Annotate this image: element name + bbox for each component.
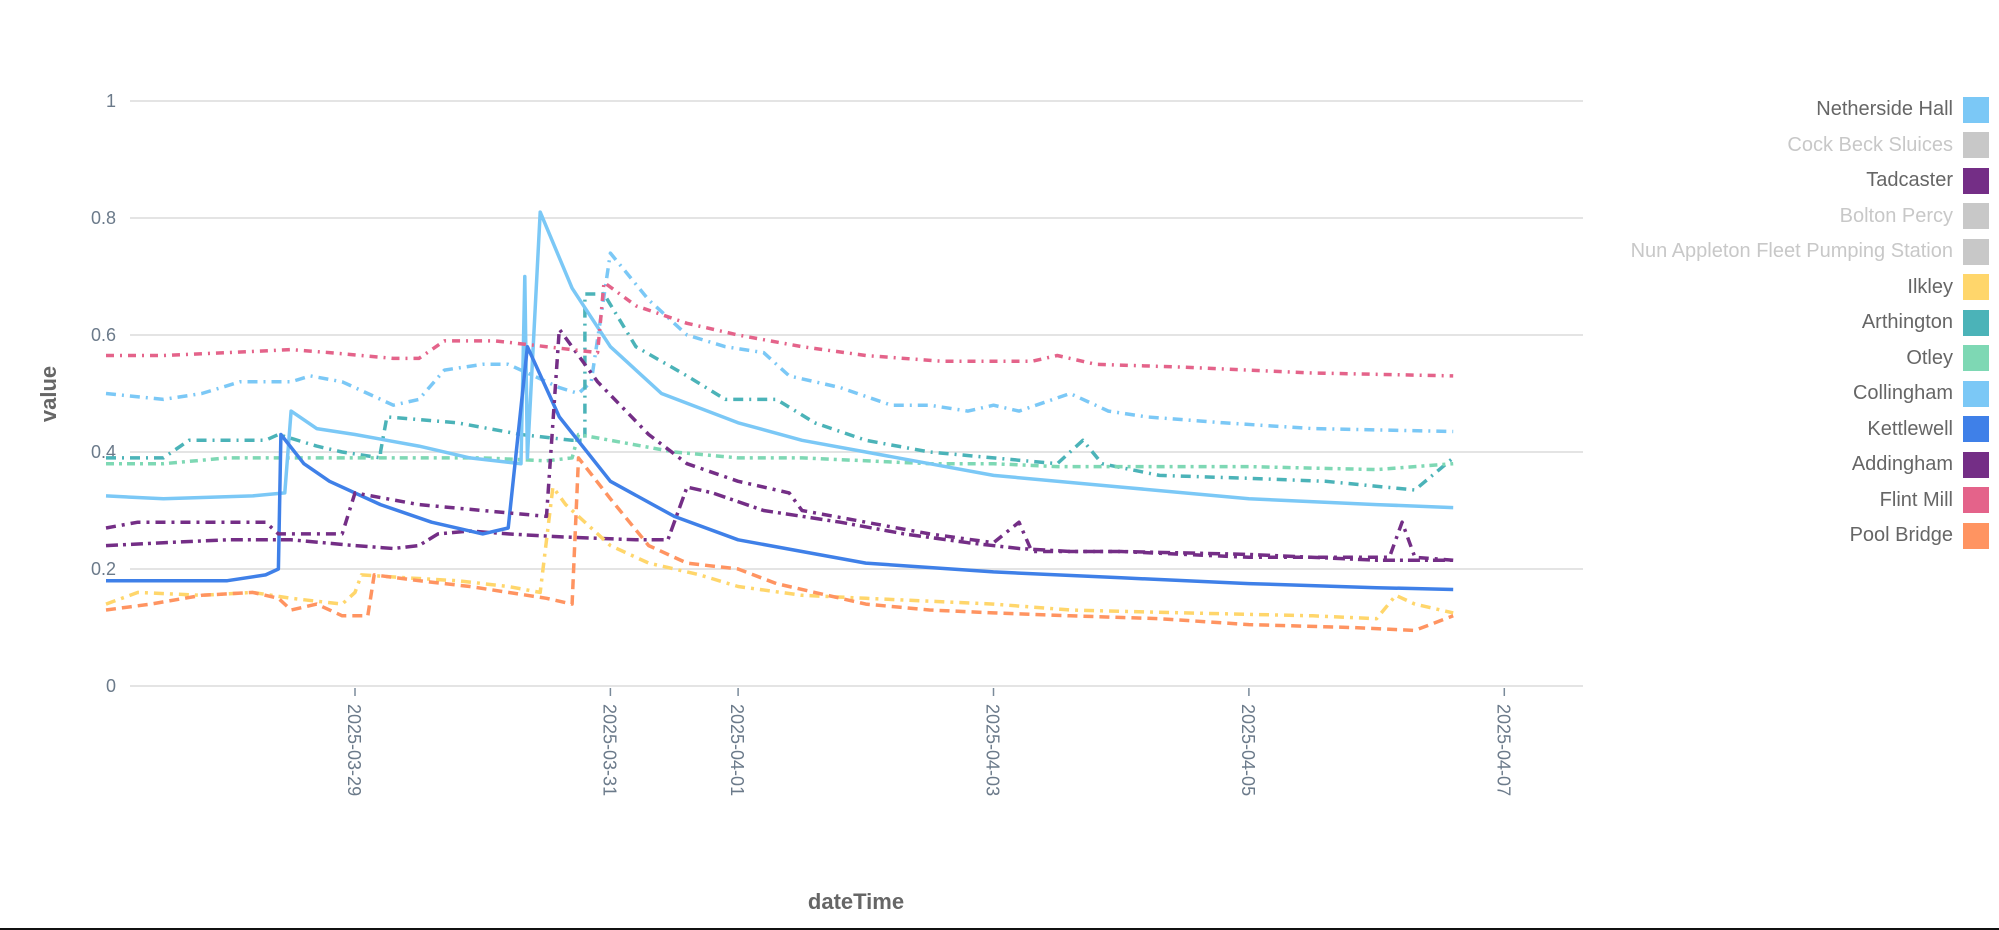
plot-area: 00.20.40.60.81 2025-03-29 2025-03-31 2025-… [36, 91, 1583, 914]
legend-swatch-icon [1963, 167, 1989, 194]
bottom-border [0, 928, 1999, 930]
legend-swatch-icon [1963, 274, 1989, 301]
x-tick-label: 2025-04-01 [727, 704, 747, 796]
series-line-netherside-hall[interactable] [105, 251, 1454, 434]
legend-item-arthington[interactable]: Arthington [1549, 305, 1989, 341]
y-axis-title: value [36, 366, 61, 422]
legend-label: Collingham [1852, 382, 1953, 405]
legend-swatch-icon [1963, 96, 1989, 123]
legend-label: Bolton Percy [1839, 204, 1953, 227]
series-line-collingham[interactable] [105, 210, 1454, 510]
legend-item-kettlewell[interactable]: Kettlewell [1549, 412, 1989, 448]
y-axis-ticks: 00.20.40.60.81 [91, 91, 116, 696]
series-lines [105, 210, 1455, 633]
legend-item-ilkley[interactable]: Ilkley [1549, 270, 1989, 306]
legend-swatch-icon [1963, 380, 1989, 407]
y-tick-label: 1 [106, 91, 116, 111]
legend-item-tadcaster[interactable]: Tadcaster [1549, 163, 1989, 199]
x-tick-label: 2025-03-31 [599, 704, 619, 796]
series-line-arthington[interactable] [106, 292, 1455, 492]
legend: Netherside Hall Cock Beck Sluices Tadcaste… [1549, 92, 1989, 554]
legend-item-nun-appleton-fleet-pumping-station[interactable]: Nun Appleton Fleet Pumping Station [1549, 234, 1989, 270]
legend-label: Cock Beck Sluices [1787, 133, 1953, 156]
legend-swatch-icon [1963, 238, 1989, 265]
legend-swatch-icon [1963, 132, 1989, 159]
legend-swatch-icon [1963, 203, 1989, 230]
legend-swatch-icon [1963, 522, 1989, 549]
legend-swatch-icon [1963, 345, 1989, 372]
x-tick-label: 2025-04-07 [1493, 704, 1513, 796]
legend-item-bolton-percy[interactable]: Bolton Percy [1549, 199, 1989, 235]
y-tick-label: 0.2 [91, 559, 116, 579]
legend-item-flint-mill[interactable]: Flint Mill [1549, 483, 1989, 519]
x-tick-label: 2025-03-29 [344, 704, 364, 796]
series-line-pool-bridge[interactable] [105, 456, 1454, 633]
x-tick-label: 2025-04-03 [983, 704, 1003, 796]
series-line-ilkley[interactable] [105, 485, 1454, 621]
legend-label: Kettlewell [1867, 417, 1953, 440]
legend-swatch-icon [1963, 416, 1989, 443]
legend-swatch-icon [1963, 309, 1989, 336]
legend-label: Tadcaster [1866, 169, 1953, 192]
legend-label: Flint Mill [1879, 488, 1953, 511]
legend-item-pool-bridge[interactable]: Pool Bridge [1549, 518, 1989, 554]
y-tick-label: 0.6 [91, 325, 116, 345]
legend-label: Addingham [1851, 453, 1953, 476]
legend-label: Netherside Hall [1816, 98, 1953, 121]
legend-label: Ilkley [1907, 275, 1953, 298]
legend-swatch-icon [1963, 487, 1989, 514]
y-tick-label: 0 [106, 676, 116, 696]
legend-item-otley[interactable]: Otley [1549, 341, 1989, 377]
legend-label: Nun Appleton Fleet Pumping Station [1630, 240, 1953, 263]
legend-item-netherside-hall[interactable]: Netherside Hall [1549, 92, 1989, 128]
legend-label: Otley [1906, 346, 1953, 369]
series-line-kettlewell[interactable] [106, 344, 1454, 592]
x-tick-label: 2025-04-05 [1238, 704, 1258, 796]
legend-label: Arthington [1861, 311, 1953, 334]
series-line-addingham[interactable] [105, 327, 1454, 562]
y-tick-label: 0.8 [91, 208, 116, 228]
legend-label: Pool Bridge [1849, 524, 1953, 547]
legend-item-addingham[interactable]: Addingham [1549, 447, 1989, 483]
x-axis-title: dateTime [808, 889, 904, 914]
x-axis-ticks: 2025-03-29 2025-03-31 2025-04-01 2025-04-03… [344, 688, 1513, 796]
legend-item-collingham[interactable]: Collingham [1549, 376, 1989, 412]
legend-swatch-icon [1963, 451, 1989, 478]
series-line-flint-mill[interactable] [106, 280, 1454, 378]
legend-item-cock-beck-sluices[interactable]: Cock Beck Sluices [1549, 128, 1989, 164]
series-line-otley[interactable] [106, 432, 1454, 472]
